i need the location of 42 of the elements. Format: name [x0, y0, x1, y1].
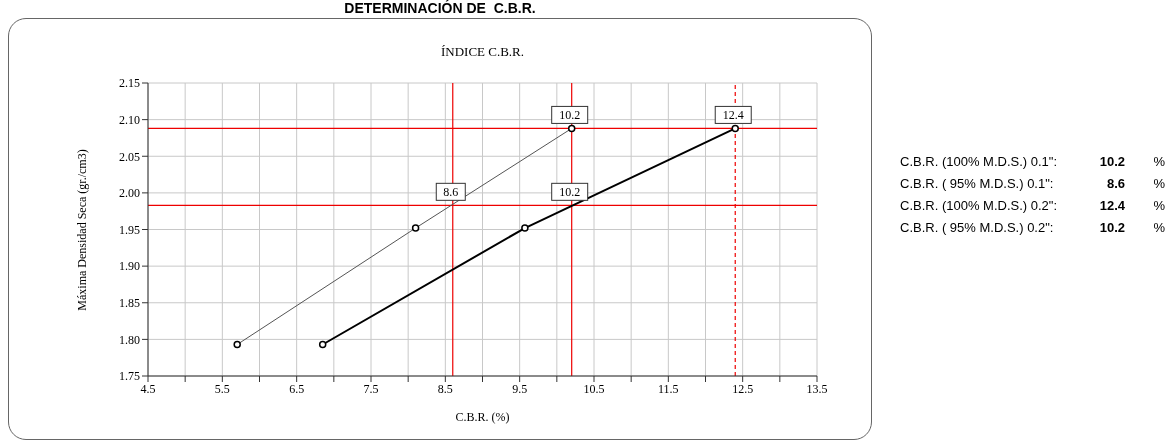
y-tick-label: 2.05: [119, 149, 140, 164]
annotation: 10.2: [559, 184, 581, 199]
x-tick-label: 4.5: [140, 381, 156, 396]
text: %: [1152, 219, 1165, 235]
x-tick-label: 7.5: [363, 381, 379, 396]
text: 10.2: [1098, 153, 1125, 169]
x-tick-label: 11.5: [658, 381, 679, 396]
x-tick-label: 8.5: [437, 381, 453, 396]
text: C.B.R. ( 95% M.D.S.) 0.2":: [900, 219, 1055, 235]
text: %: [1152, 153, 1165, 169]
x-tick-label: 10.5: [583, 381, 605, 396]
chart-title: DETERMINACIÓN DE C.B.R.: [343, 0, 537, 16]
y-axis-title: Máxima Densidad Seca (gr./cm3): [74, 149, 90, 311]
text: C.B.R. (100% M.D.S.) 0.1":: [900, 153, 1059, 169]
y-tick-label: 1.75: [119, 369, 140, 384]
x-tick-label: 12.5: [732, 381, 754, 396]
point: [521, 224, 529, 232]
text: %: [1152, 175, 1165, 191]
y-tick-label: 2.10: [119, 112, 140, 127]
y-tick-label: 2.00: [119, 186, 140, 201]
y-tick-label: 1.90: [119, 259, 140, 274]
text: 12.4: [1098, 197, 1125, 213]
y-tick-label: 1.85: [119, 296, 140, 311]
text: C.B.R. (100% M.D.S.) 0.2":: [900, 197, 1059, 213]
point: [731, 124, 739, 133]
y-tick-label: 1.80: [119, 332, 140, 347]
text: 10.2: [1098, 219, 1125, 235]
x-tick-label: 6.5: [289, 381, 305, 396]
y-tick-label: 1.95: [119, 222, 140, 237]
point: [318, 340, 327, 349]
text: 8.6: [1105, 175, 1125, 191]
x-tick-label: 5.5: [214, 381, 230, 396]
x-tick-label: 9.5: [512, 381, 528, 396]
x-tick-label: 13.5: [806, 381, 828, 396]
text: C.B.R. ( 95% M.D.S.) 0.1":: [900, 175, 1055, 191]
annotation: 10.2: [559, 107, 581, 122]
chart-subtitle: ÍNDICE C.B.R.: [439, 44, 526, 60]
y-tick-label: 2.15: [119, 76, 140, 91]
annotation: 12.4: [722, 107, 744, 122]
x-axis-title: C.B.R. (%): [454, 410, 511, 425]
annotation: 8.6: [443, 184, 459, 199]
text: %: [1152, 197, 1165, 213]
